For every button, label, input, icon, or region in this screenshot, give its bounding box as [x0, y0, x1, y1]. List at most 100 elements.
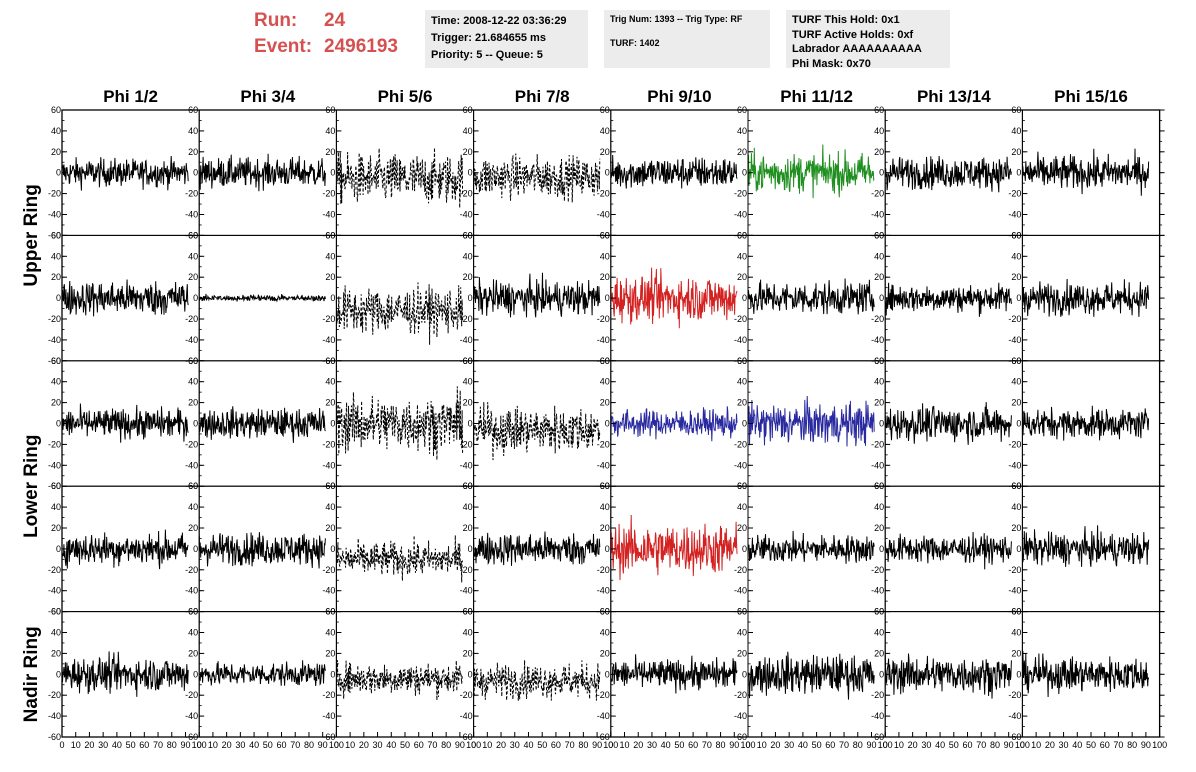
x-tick-label: 10 [482, 740, 492, 750]
waveform-trace [610, 267, 738, 329]
y-tick-label: 40 [737, 377, 747, 387]
y-tick-label: 60 [188, 230, 198, 240]
y-tick-label: -40 [460, 586, 473, 596]
y-tick-label: 0 [1016, 293, 1021, 303]
y-tick-label: -60 [185, 356, 198, 366]
time-text: Time: 2008-12-22 03:36:29 [431, 15, 567, 27]
x-tick-label: 90 [729, 740, 739, 750]
y-tick-label: 0 [193, 544, 198, 554]
y-tick-label: 0 [879, 419, 884, 429]
y-tick-label: -40 [597, 711, 610, 721]
x-tick-label: 30 [784, 740, 794, 750]
y-tick-label: 60 [188, 607, 198, 617]
x-tick-label: 10 [1031, 740, 1041, 750]
y-tick-label: -20 [1008, 439, 1021, 449]
y-tick-label: 20 [463, 272, 473, 282]
x-tick-label: 100 [603, 740, 618, 750]
y-tick-label: -60 [322, 356, 335, 366]
trigger-text: Trigger: 21.684655 ms [431, 32, 546, 44]
y-tick-label: -40 [1008, 460, 1021, 470]
x-tick-label: 100 [740, 740, 755, 750]
y-tick-label: 60 [1011, 356, 1021, 366]
waveform-trace [747, 395, 875, 447]
x-tick-label: 90 [866, 740, 876, 750]
y-tick-label: -40 [48, 335, 61, 345]
x-tick-label: 20 [222, 740, 232, 750]
y-tick-label: -20 [871, 189, 884, 199]
x-tick-label: 10 [894, 740, 904, 750]
y-tick-label: 60 [51, 230, 61, 240]
y-tick-label: 20 [188, 272, 198, 282]
y-tick-label: 60 [1011, 481, 1021, 491]
y-tick-label: 0 [1016, 168, 1021, 178]
x-tick-label: 60 [963, 740, 973, 750]
y-tick-label: -20 [597, 314, 610, 324]
y-tick-label: -60 [460, 230, 473, 240]
y-tick-label: 60 [188, 105, 198, 115]
y-tick-label: 0 [56, 293, 61, 303]
y-tick-label: 20 [325, 648, 335, 658]
x-tick-label: 60 [277, 740, 287, 750]
y-tick-label: -40 [48, 460, 61, 470]
y-tick-label: 60 [874, 105, 884, 115]
y-tick-label: -60 [185, 230, 198, 240]
y-tick-label: -20 [460, 189, 473, 199]
y-tick-label: -60 [1008, 230, 1021, 240]
x-tick-label: 60 [1100, 740, 1110, 750]
run-value: 24 [324, 10, 346, 31]
y-tick-label: -60 [734, 732, 747, 742]
x-tick-label: 40 [112, 740, 122, 750]
y-tick-label: -60 [185, 481, 198, 491]
x-tick-label: 0 [471, 740, 476, 750]
y-tick-label: 0 [56, 168, 61, 178]
y-tick-label: -20 [734, 690, 747, 700]
waveform-trace [884, 653, 1012, 699]
y-tick-label: -40 [597, 210, 610, 220]
y-tick-label: -40 [597, 586, 610, 596]
x-tick-label: 80 [990, 740, 1000, 750]
y-tick-label: -40 [734, 335, 747, 345]
y-tick-label: -60 [871, 230, 884, 240]
y-tick-label: 20 [874, 272, 884, 282]
y-tick-label: 60 [463, 481, 473, 491]
y-tick-label: 60 [188, 356, 198, 366]
y-tick-label: 40 [600, 502, 610, 512]
x-tick-label: 20 [496, 740, 506, 750]
y-tick-label: -40 [185, 335, 198, 345]
y-tick-label: 0 [330, 168, 335, 178]
waveform-trace [1021, 651, 1150, 698]
y-tick-label: -20 [322, 314, 335, 324]
y-tick-label: -20 [597, 189, 610, 199]
y-tick-label: -20 [597, 439, 610, 449]
x-tick-label: 40 [523, 740, 533, 750]
waveform-trace [1021, 405, 1150, 441]
y-tick-label: 0 [468, 419, 473, 429]
y-tick-label: -40 [1008, 335, 1021, 345]
y-tick-label: 40 [874, 251, 884, 261]
y-tick-label: -20 [185, 439, 198, 449]
y-tick-label: -40 [322, 335, 335, 345]
x-tick-label: 10 [757, 740, 767, 750]
y-tick-label: 40 [188, 502, 198, 512]
waveform-trace [335, 147, 464, 208]
y-tick-label: -20 [871, 439, 884, 449]
x-tick-label: 100 [192, 740, 207, 750]
x-tick-label: 80 [1127, 740, 1137, 750]
x-tick-label: 80 [716, 740, 726, 750]
priority-text: Priority: 5 -- Queue: 5 [431, 49, 543, 61]
trigger-info-box: Trig Num: 1393 -- Trig Type: RF TURF: 14… [604, 10, 770, 68]
y-tick-label: 40 [737, 251, 747, 261]
waveform-trace [610, 154, 738, 189]
y-tick-label: 0 [468, 168, 473, 178]
y-tick-label: 40 [51, 251, 61, 261]
y-tick-label: -20 [322, 439, 335, 449]
y-tick-label: -40 [322, 586, 335, 596]
y-tick-label: 0 [742, 168, 747, 178]
y-tick-label: 20 [51, 147, 61, 157]
turf-text: TURF: 1402 [610, 38, 660, 48]
y-tick-label: 40 [325, 251, 335, 261]
y-tick-label: 40 [463, 377, 473, 387]
y-tick-label: 20 [874, 648, 884, 658]
y-tick-label: 40 [1011, 628, 1021, 638]
y-tick-label: -20 [460, 439, 473, 449]
